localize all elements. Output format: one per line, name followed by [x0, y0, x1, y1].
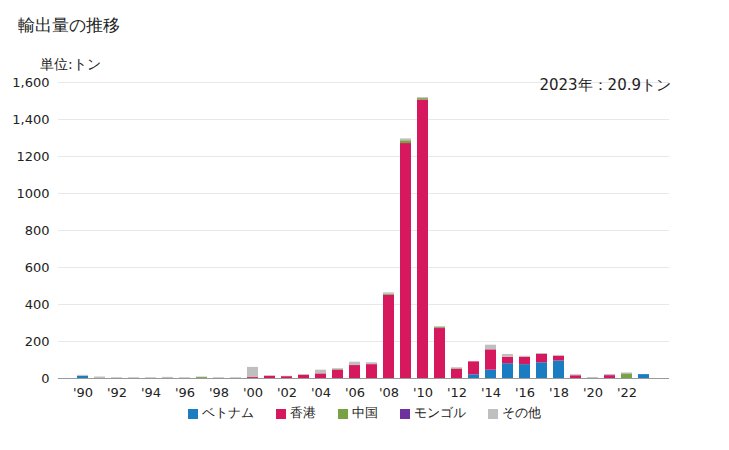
svg-text:'02: '02 — [277, 385, 297, 400]
svg-text:'00: '00 — [243, 385, 263, 400]
svg-text:'08: '08 — [379, 385, 399, 400]
svg-text:0: 0 — [41, 371, 49, 386]
html-text:モンゴル: モンゴル — [414, 405, 466, 420]
html-text:ベトナム: ベトナム — [202, 405, 254, 420]
svg-text:1000: 1000 — [16, 186, 49, 201]
svg-text:'90: '90 — [73, 385, 93, 400]
html-text:単位:トン: 単位:トン — [40, 56, 101, 72]
svg-text:'94: '94 — [141, 385, 161, 400]
svg-text:600: 600 — [25, 260, 50, 275]
svg-text:400: 400 — [25, 297, 50, 312]
svg-text:200: 200 — [25, 334, 50, 349]
svg-text:'22: '22 — [617, 385, 637, 400]
svg-text:1200: 1200 — [16, 149, 49, 164]
html-text:その他: その他 — [502, 405, 541, 420]
html-text:中国: 中国 — [352, 405, 378, 420]
svg-text:'96: '96 — [175, 385, 195, 400]
svg-text:'20: '20 — [583, 385, 603, 400]
svg-text:1,600: 1,600 — [12, 75, 49, 90]
svg-text:'14: '14 — [481, 385, 501, 400]
svg-text:'92: '92 — [107, 385, 127, 400]
svg-text:800: 800 — [25, 223, 50, 238]
html-text:輸出量の推移: 輸出量の推移 — [18, 15, 120, 35]
html-text:2023年：20.9トン: 2023年：20.9トン — [539, 76, 671, 94]
svg-text:'18: '18 — [549, 385, 569, 400]
svg-text:'04: '04 — [311, 385, 331, 400]
svg-text:'12: '12 — [447, 385, 467, 400]
svg-text:'10: '10 — [413, 385, 433, 400]
svg-text:'16: '16 — [515, 385, 535, 400]
svg-text:'06: '06 — [345, 385, 365, 400]
svg-text:'98: '98 — [209, 385, 229, 400]
svg-text:1,400: 1,400 — [12, 112, 49, 127]
html-text:香港: 香港 — [290, 405, 316, 420]
